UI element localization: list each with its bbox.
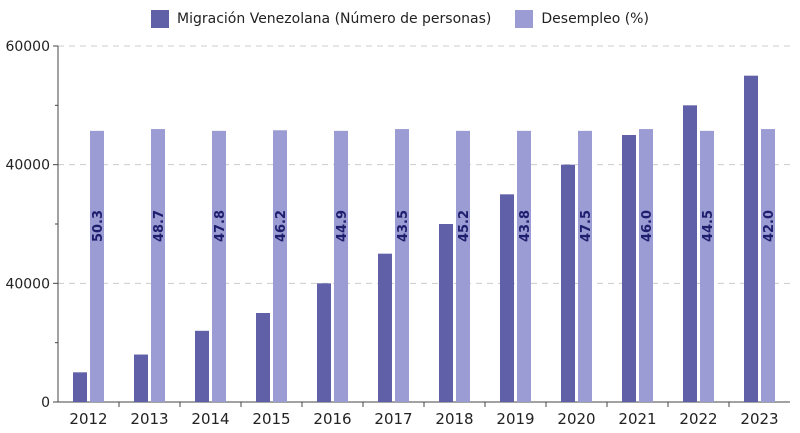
bar-migracion — [439, 224, 453, 402]
x-tick-label: 2022 — [679, 410, 717, 428]
bar-migracion — [195, 330, 209, 402]
data-label-desempleo: 47.5 — [579, 210, 594, 242]
bar-migracion — [500, 194, 514, 402]
bar-desempleo — [700, 130, 714, 402]
data-label-desempleo: 47.8 — [213, 210, 228, 242]
bar-desempleo — [273, 130, 287, 402]
x-tick-label: 2018 — [435, 410, 473, 428]
y-tick-label: 0 — [41, 395, 50, 411]
bar-migracion — [378, 253, 392, 402]
data-label-desempleo: 43.8 — [518, 210, 533, 242]
bar-migracion — [73, 372, 87, 402]
bar-migracion — [317, 283, 331, 402]
y-tick-label: 40000 — [5, 276, 50, 292]
legend-swatch-migracion — [151, 10, 170, 28]
data-label-desempleo: 46.0 — [640, 210, 655, 242]
x-tick-label: 2013 — [130, 410, 168, 428]
bar-migracion — [744, 75, 758, 403]
bar-desempleo — [151, 129, 165, 403]
legend-label-desempleo: Desempleo (%) — [541, 11, 649, 27]
y-tick-label: 60000 — [5, 39, 50, 55]
x-tick-label: 2019 — [496, 410, 534, 428]
bar-desempleo — [578, 130, 592, 402]
bar-migracion — [134, 354, 148, 402]
data-label-desempleo: 50.3 — [91, 210, 106, 242]
data-label-desempleo: 46.2 — [274, 210, 289, 242]
data-label-desempleo: 42.0 — [762, 210, 777, 242]
chart-legend: Migración Venezolana (Número de personas… — [0, 10, 800, 28]
data-label-desempleo: 44.5 — [701, 210, 716, 242]
bar-desempleo — [90, 130, 104, 402]
legend-swatch-desempleo — [515, 10, 534, 28]
x-tick-label: 2014 — [191, 410, 229, 428]
bar-desempleo — [639, 129, 653, 403]
legend-label-migracion: Migración Venezolana (Número de personas… — [177, 11, 492, 27]
bar-desempleo — [456, 130, 470, 402]
legend-item-migracion: Migración Venezolana (Número de personas… — [151, 10, 491, 28]
bar-migracion — [622, 135, 636, 402]
x-tick-label: 2021 — [618, 410, 656, 428]
legend-item-desempleo: Desempleo (%) — [515, 10, 649, 28]
x-tick-label: 2016 — [313, 410, 351, 428]
data-label-desempleo: 48.7 — [152, 210, 167, 242]
x-tick-label: 2015 — [252, 410, 290, 428]
bar-migracion — [561, 164, 575, 402]
bar-migracion — [683, 105, 697, 402]
x-tick-label: 2020 — [557, 410, 595, 428]
data-label-desempleo: 44.9 — [335, 210, 350, 242]
x-tick-label: 2012 — [69, 410, 107, 428]
bar-desempleo — [212, 130, 226, 402]
bar-migracion — [256, 313, 270, 402]
bar-desempleo — [395, 129, 409, 403]
x-tick-label: 2017 — [374, 410, 412, 428]
bar-desempleo — [517, 130, 531, 402]
data-label-desempleo: 43.5 — [396, 210, 411, 242]
data-label-desempleo: 45.2 — [457, 210, 472, 242]
bar-desempleo — [761, 129, 775, 403]
x-tick-label: 2023 — [740, 410, 778, 428]
y-tick-label: 40000 — [5, 158, 50, 174]
bar-desempleo — [334, 130, 348, 402]
